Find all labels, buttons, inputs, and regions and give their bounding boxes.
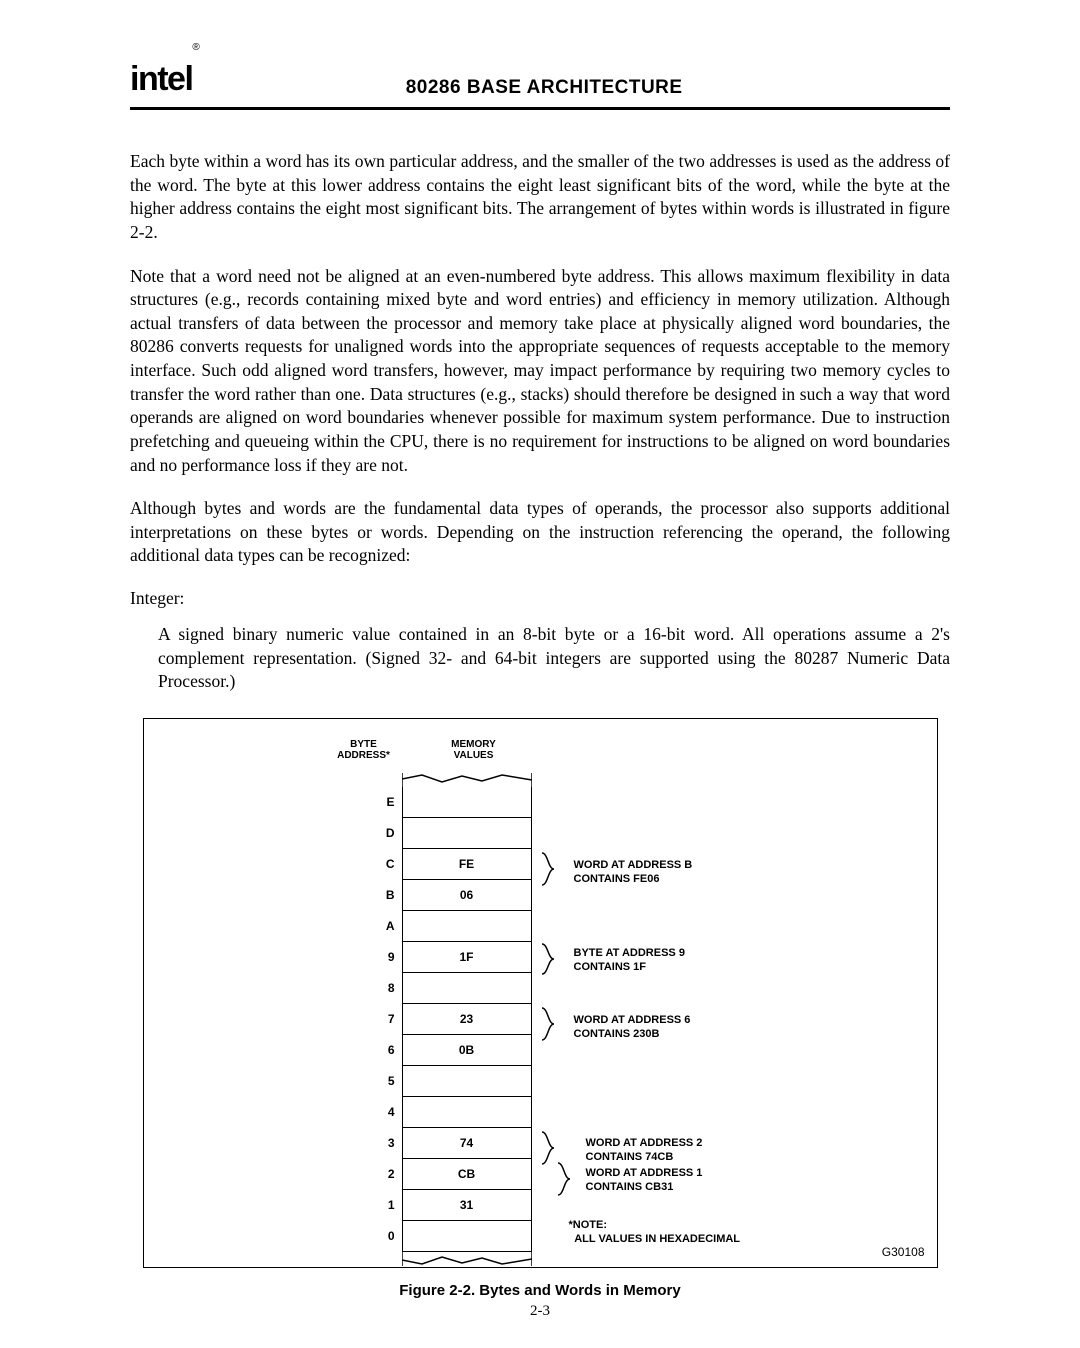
datatype-label: Integer: [130,588,950,609]
mem-cell: 5 [402,1066,532,1097]
cell-value: CB [458,1167,475,1181]
annotation-word-2: WORD AT ADDRESS 2 CONTAINS 74CB [586,1137,703,1165]
addr-label: 9 [373,950,395,964]
annot-text: WORD AT ADDRESS 1 CONTAINS CB31 [586,1167,703,1193]
mem-cell: 723 [402,1004,532,1035]
cell-value: 0B [459,1043,474,1057]
addr-header-text: BYTE ADDRESS* [337,739,390,762]
figure-note: *NOTE: ALL VALUES IN HEXADECIMAL [569,1219,741,1247]
addr-label: 4 [373,1105,395,1119]
cell-value: 1F [459,950,473,964]
addr-label: 0 [373,1229,395,1243]
mem-cell: 91F [402,942,532,973]
mem-cell: CFE [402,849,532,880]
annot-text: WORD AT ADDRESS 6 CONTAINS 230B [574,1014,691,1040]
intel-logo: intel® [130,60,198,99]
jag-bottom [402,1252,532,1266]
annotation-word-1: WORD AT ADDRESS 1 CONTAINS CB31 [586,1167,703,1195]
addr-label: 5 [373,1074,395,1088]
jag-top [402,773,532,787]
addr-label: 7 [373,1012,395,1026]
mem-cell: 8 [402,973,532,1004]
datatype-body: A signed binary numeric value contained … [158,623,950,694]
mem-cell: 4 [402,1097,532,1128]
cell-value: FE [459,857,474,871]
mem-cell: A [402,911,532,942]
cell-value: 23 [460,1012,473,1026]
addr-label: 6 [373,1043,395,1057]
logo-registered: ® [192,42,198,53]
annot-text: WORD AT ADDRESS 2 CONTAINS 74CB [586,1137,703,1163]
values-column-header: MEMORY VALUES [434,739,514,762]
mem-cell: 374 [402,1128,532,1159]
paragraph-1: Each byte within a word has its own part… [130,150,950,245]
vals-header-text: MEMORY VALUES [451,739,496,762]
note-text: *NOTE: ALL VALUES IN HEXADECIMAL [569,1219,741,1245]
mem-cell: 2CB [402,1159,532,1190]
annotation-overlay [144,719,939,1269]
mem-cell: E [402,787,532,818]
mem-cell: 131 [402,1190,532,1221]
mem-cell: D [402,818,532,849]
cell-value: 31 [460,1198,473,1212]
annotation-word-b: WORD AT ADDRESS B CONTAINS FE06 [574,859,693,887]
addr-label: 8 [373,981,395,995]
annotation-byte-9: BYTE AT ADDRESS 9 CONTAINS 1F [574,947,685,975]
addr-label: 1 [373,1198,395,1212]
annotation-word-6: WORD AT ADDRESS 6 CONTAINS 230B [574,1014,691,1042]
page-number: 2-3 [0,1303,1080,1320]
addr-label: 3 [373,1136,395,1150]
addr-label: B [373,888,395,902]
addr-label: E [373,795,395,809]
addr-label: D [373,826,395,840]
addr-label: 2 [373,1167,395,1181]
figure-caption: Figure 2-2. Bytes and Words in Memory [130,1282,950,1299]
paragraph-3: Although bytes and words are the fundame… [130,497,950,568]
addr-label: C [373,857,395,871]
addr-label: A [373,919,395,933]
addr-column-header: BYTE ADDRESS* [334,739,394,762]
chapter-title: 80286 BASE ARCHITECTURE [198,77,950,99]
mem-cell: 0 [402,1221,532,1252]
figure-2-2: BYTE ADDRESS* MEMORY VALUES E D CFE B06 … [143,718,938,1268]
cell-value: 74 [460,1136,473,1150]
mem-cell: B06 [402,880,532,911]
mem-cell: 60B [402,1035,532,1066]
page-header: intel® 80286 BASE ARCHITECTURE [130,60,950,110]
cell-value: 06 [460,888,473,902]
logo-text: intel [130,60,192,98]
annot-text: WORD AT ADDRESS B CONTAINS FE06 [574,859,693,885]
figure-code: G30108 [882,1245,925,1259]
annot-text: BYTE AT ADDRESS 9 CONTAINS 1F [574,947,685,973]
memory-stack: E D CFE B06 A 91F 8 723 60B 5 4 374 2CB … [402,773,532,1266]
paragraph-2: Note that a word need not be aligned at … [130,265,950,478]
